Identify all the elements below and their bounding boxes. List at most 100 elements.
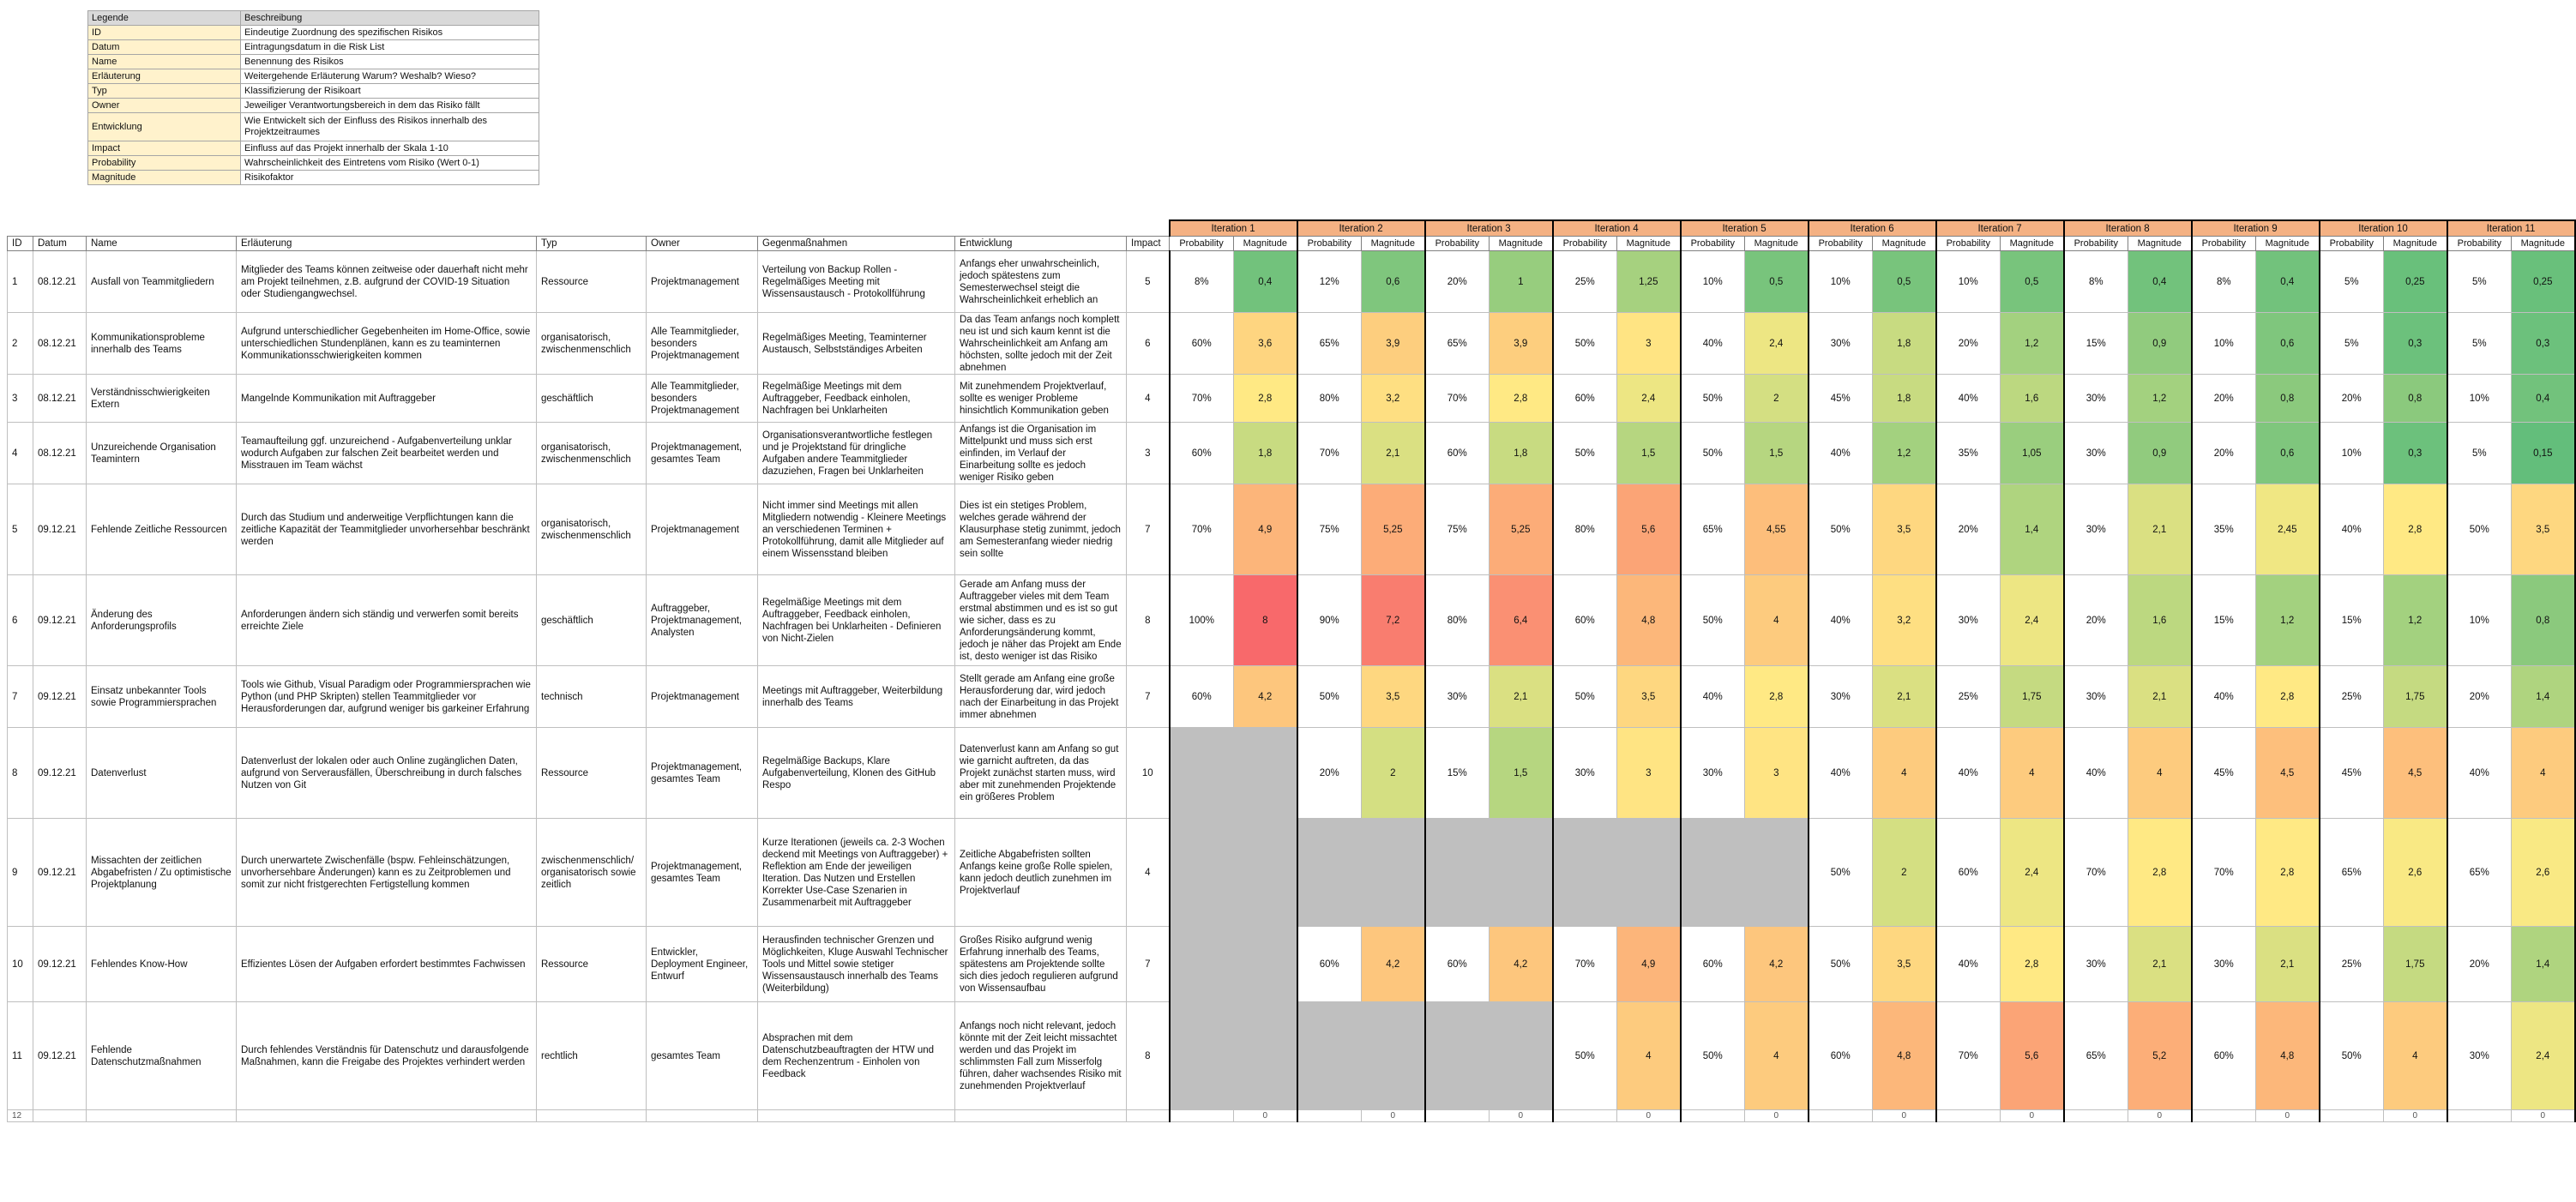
probability-cell: 12% [1297, 250, 1363, 313]
probability-cell: 25% [1552, 250, 1618, 313]
probability-cell: 20% [1424, 250, 1490, 313]
risk-name: Kommunikationsprobleme innerhalb des Tea… [86, 312, 237, 375]
table-row: 3 08.12.21 Verständnisschwierigkeiten Exte… [7, 374, 2576, 423]
empty-cell [1168, 818, 1235, 927]
probability-cell: 50% [1297, 665, 1363, 728]
magnitude-cell: 4 [1744, 1001, 1809, 1110]
risk-explanation: Datenverlust der lokalen oder auch Onlin… [236, 727, 537, 819]
risk-name: Fehlendes Know-How [86, 926, 237, 1002]
magnitude-cell: 4,8 [2255, 1001, 2320, 1110]
legend-table: Legende Beschreibung ID Eindeutige Zuordnun… [87, 10, 539, 185]
risk-owner: Projektmanagement [646, 665, 758, 728]
risk-name: Ausfall von Teammitgliedern [86, 250, 237, 313]
magnitude-cell: 2,8 [2383, 484, 2448, 575]
probability-header: Probability [1424, 236, 1490, 251]
magnitude-cell: 1,5 [1616, 422, 1682, 484]
probability-cell: 20% [2447, 926, 2513, 1002]
probability-cell: 30% [1808, 312, 1874, 375]
probability-cell: 70% [1168, 374, 1235, 423]
magnitude-cell: 0 [2128, 1109, 2193, 1122]
magnitude-cell: 5,6 [1616, 484, 1682, 575]
probability-cell: 15% [2063, 312, 2129, 375]
probability-cell: 40% [1680, 665, 1746, 728]
iteration-header: Iteration 5 [1679, 219, 1809, 237]
legend-row: Typ Klassifizierung der Risikoart [87, 83, 539, 99]
probability-cell: 50% [1552, 312, 1618, 375]
blank-cell [757, 1109, 955, 1122]
probability-cell: 15% [1424, 727, 1490, 819]
risk-name: Datenverlust [86, 727, 237, 819]
magnitude-header: Magnitude [2383, 236, 2448, 251]
probability-cell: 45% [1808, 374, 1874, 423]
magnitude-cell: 3 [1616, 727, 1682, 819]
probability-cell: 75% [1297, 484, 1363, 575]
iteration-header: Iteration 10 [2318, 219, 2448, 237]
magnitude-cell: 2,8 [1489, 374, 1554, 423]
magnitude-cell: 0,9 [2128, 422, 2193, 484]
risk-development: Gerade am Anfang muss der Auftraggeber v… [954, 574, 1127, 666]
magnitude-cell: 0 [2511, 1109, 2576, 1122]
empty-cell [1616, 818, 1682, 927]
probability-cell: 5% [2319, 312, 2385, 375]
risk-id: 3 [7, 374, 33, 423]
risk-date: 09.12.21 [33, 574, 87, 666]
risk-id: 9 [7, 818, 33, 927]
probability-cell: 35% [2191, 484, 2257, 575]
empty-cell [1168, 1001, 1235, 1110]
risk-countermeasures: Meetings mit Auftraggeber, Weiterbildung… [757, 665, 955, 728]
magnitude-cell: 1,4 [2511, 926, 2576, 1002]
risk-name: Fehlende Datenschutzmaßnahmen [86, 1001, 237, 1110]
magnitude-cell: 1,6 [2000, 374, 2065, 423]
risk-development: Anfangs eher unwahrscheinlich, jedoch sp… [954, 250, 1127, 313]
magnitude-cell: 5,6 [2000, 1001, 2065, 1110]
risk-development: Zeitliche Abgabefristen sollten Anfangs … [954, 818, 1127, 927]
legend-value: Benennung des Risikos [240, 54, 539, 69]
magnitude-cell: 4,55 [1744, 484, 1809, 575]
probability-cell: 10% [1935, 250, 2001, 313]
magnitude-cell: 2,4 [2000, 574, 2065, 666]
risk-date: 09.12.21 [33, 484, 87, 575]
risk-impact: 8 [1125, 574, 1171, 666]
magnitude-cell: 2,8 [2000, 926, 2065, 1002]
column-header: Entwicklung [954, 236, 1127, 251]
blank-cell [1125, 1109, 1171, 1122]
probability-header: Probability [2447, 236, 2513, 251]
legend-row: Erläuterung Weitergehende Erläuterung War… [87, 69, 539, 84]
probability-header: Probability [1680, 236, 1746, 251]
probability-cell: 50% [1552, 665, 1618, 728]
probability-cell: 10% [2191, 312, 2257, 375]
probability-cell: 60% [1935, 818, 2001, 927]
magnitude-header: Magnitude [1744, 236, 1809, 251]
probability-cell: 45% [2319, 727, 2385, 819]
probability-cell: 5% [2447, 250, 2513, 313]
probability-cell [1935, 1109, 2001, 1122]
probability-header: Probability [2319, 236, 2385, 251]
legend-key: Name [87, 54, 241, 69]
probability-cell: 50% [1680, 1001, 1746, 1110]
risk-explanation: Teamaufteilung ggf. unzureichend - Aufga… [236, 422, 537, 484]
probability-cell: 8% [1168, 250, 1235, 313]
probability-cell: 40% [2063, 727, 2129, 819]
probability-cell: 60% [1808, 1001, 1874, 1110]
legend-header-row: Legende Beschreibung [87, 10, 539, 26]
probability-cell: 40% [2447, 727, 2513, 819]
risk-explanation: Anforderungen ändern sich ständig und ve… [236, 574, 537, 666]
risk-owner: Projektmanagement [646, 484, 758, 575]
probability-cell: 20% [2447, 665, 2513, 728]
risk-id: 6 [7, 574, 33, 666]
magnitude-header: Magnitude [1872, 236, 1937, 251]
magnitude-cell: 3,2 [1872, 574, 1937, 666]
magnitude-cell: 0,25 [2511, 250, 2576, 313]
empty-cell [1424, 1001, 1490, 1110]
empty-cell [1297, 1001, 1363, 1110]
risk-owner: Projektmanagement, gesamtes Team [646, 818, 758, 927]
risk-id: 8 [7, 727, 33, 819]
probability-cell: 50% [1808, 818, 1874, 927]
risk-date: 09.12.21 [33, 727, 87, 819]
magnitude-cell: 0,9 [2128, 312, 2193, 375]
risk-explanation: Mitglieder des Teams können zeitweise od… [236, 250, 537, 313]
probability-cell: 5% [2447, 422, 2513, 484]
probability-cell: 20% [2191, 374, 2257, 423]
legend-key: Typ [87, 83, 241, 99]
probability-cell: 20% [1297, 727, 1363, 819]
